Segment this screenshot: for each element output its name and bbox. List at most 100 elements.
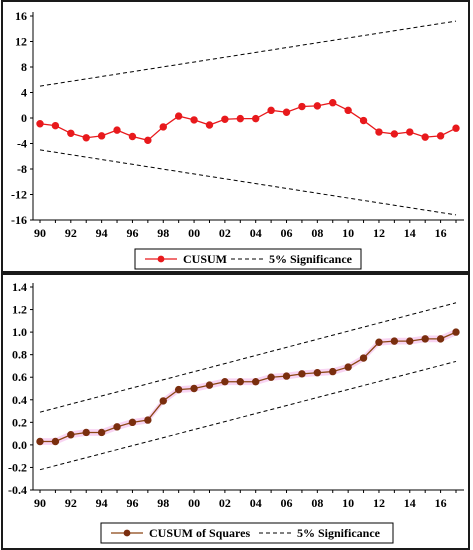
legend-series-label: CUSUM of Squares [149, 526, 250, 540]
cusum-squares-chart: -0.4 -0.2 0.0 0.2 0.4 0.6 0.8 1.0 1.2 1.4 90 92 94 96… [8, 280, 464, 544]
data-point [421, 133, 429, 141]
y-tick-label: 1.4 [12, 280, 27, 294]
y-tick-label: -12 [11, 188, 27, 202]
x-tick-label: 94 [96, 226, 108, 240]
legend-significance-label: 5% Significance [269, 252, 353, 266]
y-tick-label: 1.2 [12, 303, 27, 317]
legend: CUSUM of Squares 5% Significance [100, 522, 394, 544]
x-tick-label: 06 [281, 226, 293, 240]
x-tick-label: 06 [281, 496, 293, 510]
y-tick-label: -16 [11, 213, 27, 227]
x-tick-label: 08 [311, 496, 323, 510]
data-point [359, 354, 368, 362]
data-point [436, 132, 445, 140]
data-point [406, 128, 414, 136]
x-tick-label: 00 [188, 496, 200, 510]
data-point [452, 328, 460, 336]
data-point [67, 431, 75, 439]
data-point [51, 437, 60, 446]
data-point [221, 378, 229, 386]
legend-series-label: CUSUM [183, 252, 227, 266]
cusum-squares-band [40, 328, 456, 445]
data-point [313, 102, 322, 110]
y-tick-label: 0.4 [12, 393, 27, 407]
y-tick-label: 0.0 [12, 438, 27, 452]
data-point [421, 335, 429, 343]
data-point [452, 124, 460, 132]
data-point [97, 132, 106, 140]
significance-lower-line [39, 360, 457, 471]
x-tick-label: 96 [126, 226, 138, 240]
data-point [205, 121, 214, 129]
x-tick-label: 90 [34, 226, 46, 240]
data-point [144, 416, 152, 424]
data-point [205, 381, 214, 389]
data-point [390, 130, 399, 138]
data-point [159, 123, 167, 131]
data-point [82, 428, 90, 437]
data-point [267, 373, 275, 381]
y-tick-label: 0.2 [12, 415, 27, 429]
data-point [51, 121, 60, 130]
legend-significance-label: 5% Significance [297, 526, 381, 540]
y-tick-label: -4 [17, 137, 27, 151]
y-tick-label: 1.0 [12, 325, 27, 339]
x-tick-label: 12 [373, 226, 385, 240]
data-point [282, 372, 291, 380]
x-tick-label: 16 [435, 226, 447, 240]
data-point [298, 370, 306, 378]
significance-upper-line [39, 302, 457, 413]
data-point [97, 428, 106, 437]
x-tick-label: 98 [157, 496, 169, 510]
data-point [252, 114, 260, 123]
x-tick-label: 94 [96, 496, 108, 510]
x-tick-label: 08 [311, 226, 323, 240]
data-point [174, 385, 183, 394]
y-tick-label: -0.2 [8, 460, 27, 474]
data-point [144, 136, 152, 145]
data-point [82, 134, 90, 142]
x-tick-label: 10 [342, 226, 354, 240]
series-line [39, 102, 457, 142]
data-point [36, 437, 44, 446]
legend: CUSUM 5% Significance [134, 248, 362, 270]
x-tick-label: 02 [219, 496, 231, 510]
data-point [375, 338, 383, 346]
data-point [236, 114, 244, 123]
cusum-chart-panel: -16 -12 -8 -4 0 4 8 12 16 90 92 94 96 98 00 02 04 06 08 10 1… [1, 0, 470, 273]
y-tick-label: 8 [21, 60, 27, 74]
y-tick-label: 0.8 [12, 348, 27, 362]
data-point [67, 129, 75, 138]
data-point [267, 106, 275, 115]
data-point [113, 126, 121, 134]
x-tick-label: 92 [65, 496, 77, 510]
legend-box [100, 522, 394, 544]
data-point [128, 418, 137, 427]
x-tick-label: 14 [404, 496, 416, 510]
y-tick-label: 16 [15, 9, 27, 23]
data-point [113, 423, 121, 431]
x-tick-label: 96 [126, 496, 138, 510]
data-point [329, 98, 337, 107]
data-point [174, 112, 183, 120]
data-point [36, 120, 44, 128]
data-point [344, 106, 352, 115]
significance-upper-line [39, 20, 457, 87]
significance-lower-line [39, 149, 457, 216]
cusum-squares-chart-panel: -0.4 -0.2 0.0 0.2 0.4 0.6 0.8 1.0 1.2 1.4 90 92 94 96… [1, 273, 470, 550]
data-point [329, 367, 337, 376]
data-point [221, 115, 229, 123]
data-point [390, 337, 399, 345]
data-point [190, 384, 198, 393]
data-point [128, 132, 137, 141]
y-tick-label: 4 [21, 86, 27, 100]
y-tick-label: 0 [21, 111, 27, 125]
x-tick-label: 90 [34, 496, 46, 510]
data-point [406, 337, 414, 345]
x-tick-label: 00 [188, 226, 200, 240]
y-tick-label: -0.4 [8, 483, 27, 497]
data-point [190, 116, 198, 124]
x-tick-label: 16 [435, 496, 447, 510]
y-tick-label: 12 [15, 35, 27, 49]
data-point [236, 378, 244, 386]
